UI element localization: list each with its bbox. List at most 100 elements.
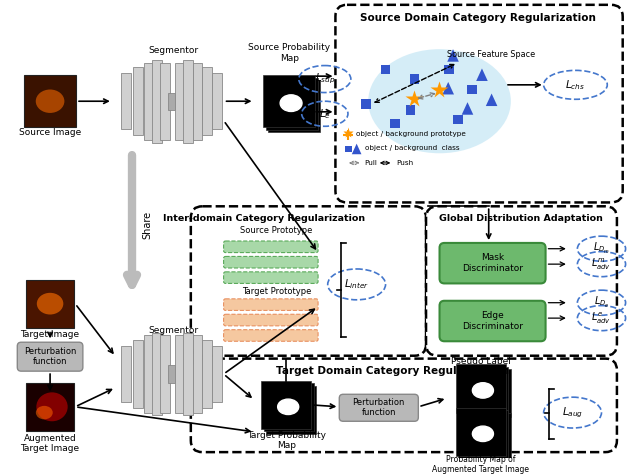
- Text: Pseudo Label: Pseudo Label: [451, 357, 511, 366]
- Text: Push: Push: [396, 160, 413, 166]
- FancyBboxPatch shape: [202, 340, 212, 408]
- Bar: [24, 75, 76, 127]
- Text: Source Prototype: Source Prototype: [241, 226, 313, 235]
- FancyBboxPatch shape: [168, 93, 175, 110]
- Polygon shape: [476, 68, 488, 81]
- Text: Probability Map of
Augmented Target Image: Probability Map of Augmented Target Imag…: [433, 455, 529, 475]
- Text: $L_{chs}$: $L_{chs}$: [566, 78, 586, 92]
- FancyBboxPatch shape: [440, 301, 545, 341]
- FancyBboxPatch shape: [133, 340, 143, 408]
- Bar: [406, 105, 415, 115]
- Bar: [268, 80, 320, 132]
- Ellipse shape: [280, 95, 302, 112]
- Bar: [453, 115, 463, 124]
- Bar: [461, 413, 511, 461]
- Text: Target Domain Category Regularization: Target Domain Category Regularization: [276, 366, 509, 376]
- FancyBboxPatch shape: [175, 63, 185, 140]
- FancyBboxPatch shape: [223, 299, 318, 311]
- Text: $L_{D_m}$: $L_{D_m}$: [593, 241, 610, 256]
- FancyBboxPatch shape: [133, 67, 143, 135]
- FancyBboxPatch shape: [175, 335, 185, 413]
- Text: Global Distribution Adaptation: Global Distribution Adaptation: [438, 214, 602, 223]
- FancyBboxPatch shape: [335, 5, 623, 202]
- Bar: [456, 364, 506, 413]
- Text: $L_{adv}^{e}$: $L_{adv}^{e}$: [591, 311, 611, 326]
- Text: Source Domain Category Regularization: Source Domain Category Regularization: [360, 13, 596, 23]
- Text: $L_{sup}$: $L_{sup}$: [315, 72, 335, 86]
- Bar: [26, 383, 74, 431]
- FancyBboxPatch shape: [223, 272, 318, 284]
- Ellipse shape: [368, 49, 511, 153]
- FancyBboxPatch shape: [152, 60, 162, 142]
- FancyBboxPatch shape: [440, 243, 545, 284]
- FancyBboxPatch shape: [223, 256, 318, 268]
- Bar: [467, 85, 477, 95]
- Ellipse shape: [36, 406, 52, 419]
- Bar: [381, 65, 390, 74]
- Bar: [261, 381, 311, 429]
- Bar: [345, 145, 352, 152]
- Text: Share: Share: [143, 210, 152, 238]
- Bar: [456, 408, 506, 456]
- Text: Edge
Discriminator: Edge Discriminator: [462, 311, 523, 331]
- Ellipse shape: [36, 89, 65, 113]
- Text: Inter-domain Category Regularization: Inter-domain Category Regularization: [163, 214, 365, 223]
- FancyBboxPatch shape: [160, 63, 170, 140]
- Text: Augmented
Target Image: Augmented Target Image: [20, 434, 79, 453]
- Polygon shape: [461, 102, 473, 115]
- Text: $L_{inter}$: $L_{inter}$: [344, 277, 369, 291]
- FancyBboxPatch shape: [191, 206, 426, 356]
- Text: $L_{D_e}$: $L_{D_e}$: [594, 295, 609, 310]
- Polygon shape: [352, 143, 362, 154]
- Bar: [444, 65, 454, 74]
- Text: Segmentor: Segmentor: [148, 325, 198, 334]
- FancyBboxPatch shape: [193, 63, 202, 140]
- Ellipse shape: [278, 399, 299, 415]
- FancyBboxPatch shape: [183, 60, 193, 142]
- Bar: [362, 99, 371, 109]
- Text: $L_{e}$: $L_{e}$: [319, 107, 331, 121]
- FancyBboxPatch shape: [152, 332, 162, 416]
- Text: Target Probability
Map: Target Probability Map: [247, 431, 326, 450]
- Polygon shape: [447, 49, 459, 62]
- Text: Target Image: Target Image: [20, 330, 79, 339]
- FancyBboxPatch shape: [426, 206, 617, 356]
- FancyBboxPatch shape: [212, 73, 221, 129]
- Text: $L_{aug}$: $L_{aug}$: [562, 405, 583, 420]
- FancyBboxPatch shape: [339, 394, 419, 421]
- Text: Perturbation
function: Perturbation function: [353, 398, 405, 418]
- Polygon shape: [486, 94, 497, 106]
- FancyBboxPatch shape: [212, 346, 221, 402]
- Text: object / background  class: object / background class: [365, 145, 460, 152]
- Bar: [458, 410, 508, 458]
- Text: Segmentor: Segmentor: [148, 46, 198, 55]
- Ellipse shape: [472, 426, 493, 442]
- Bar: [410, 74, 419, 84]
- Bar: [390, 119, 400, 128]
- FancyBboxPatch shape: [223, 241, 318, 253]
- Bar: [266, 386, 316, 434]
- Bar: [263, 75, 315, 127]
- Bar: [266, 77, 317, 130]
- FancyBboxPatch shape: [183, 332, 193, 416]
- Bar: [26, 280, 74, 328]
- Bar: [458, 367, 508, 415]
- Ellipse shape: [36, 392, 68, 421]
- FancyBboxPatch shape: [122, 73, 131, 129]
- Text: object / background prototype: object / background prototype: [356, 131, 465, 137]
- Polygon shape: [442, 82, 454, 95]
- Bar: [461, 369, 511, 418]
- Text: Perturbation
function: Perturbation function: [24, 347, 76, 366]
- FancyBboxPatch shape: [223, 314, 318, 326]
- Ellipse shape: [472, 383, 493, 398]
- Text: Source Image: Source Image: [19, 128, 81, 137]
- FancyBboxPatch shape: [193, 335, 202, 413]
- Text: $L_{adv}^{m}$: $L_{adv}^{m}$: [591, 256, 611, 272]
- Text: Source Probability
Map: Source Probability Map: [248, 43, 330, 63]
- FancyBboxPatch shape: [168, 365, 175, 383]
- FancyBboxPatch shape: [160, 335, 170, 413]
- Text: Target Prototype: Target Prototype: [242, 287, 311, 296]
- Text: Pull: Pull: [364, 160, 377, 166]
- FancyBboxPatch shape: [143, 63, 153, 140]
- FancyBboxPatch shape: [122, 346, 131, 402]
